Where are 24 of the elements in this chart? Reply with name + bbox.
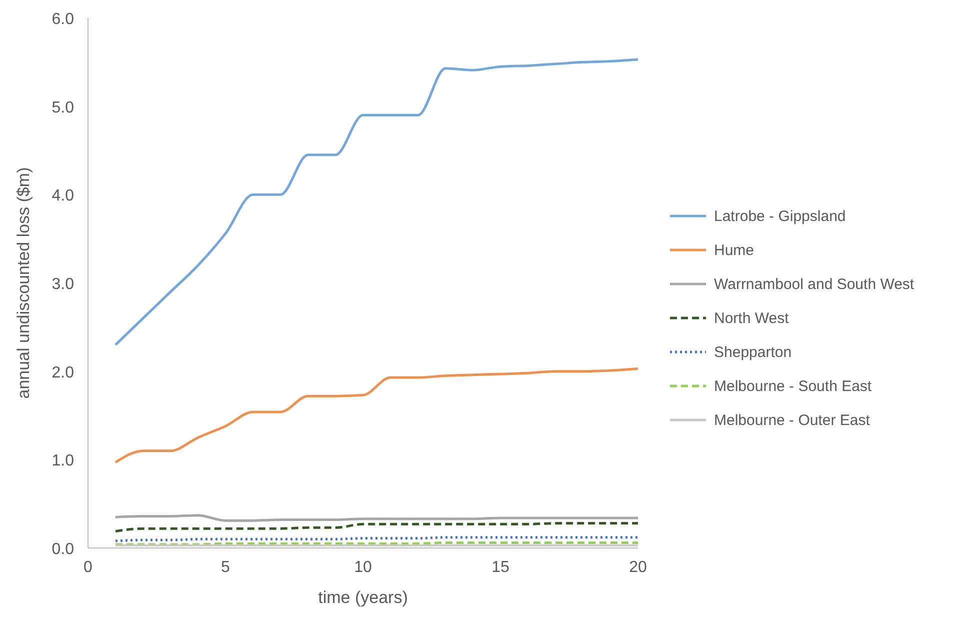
x-tick-label: 15 xyxy=(492,559,510,576)
x-tick-label: 20 xyxy=(629,559,647,576)
legend-label: North West xyxy=(714,310,789,326)
line-series xyxy=(114,367,640,464)
line-series xyxy=(114,522,640,532)
y-tick-label: 0.0 xyxy=(52,541,74,558)
y-tick-label: 4.0 xyxy=(52,188,74,205)
y-tick-label: 5.0 xyxy=(52,99,74,116)
x-tick-label: 5 xyxy=(221,559,230,576)
y-tick-label: 3.0 xyxy=(52,276,74,293)
x-tick-label: 10 xyxy=(354,559,372,576)
x-axis-title: time (years) xyxy=(318,588,408,607)
legend-label: Melbourne - South East xyxy=(714,378,872,394)
legend-label: Warrnambool and South West xyxy=(714,276,914,292)
line-series xyxy=(114,58,640,346)
x-tick-label: 0 xyxy=(84,559,93,576)
legend-label: Shepparton xyxy=(714,344,792,360)
y-tick-label: 6.0 xyxy=(52,11,74,28)
legend-label: Melbourne - Outer East xyxy=(714,412,870,428)
legend-label: Latrobe - Gippsland xyxy=(714,208,846,224)
y-axis-title: annual undiscounted loss ($m) xyxy=(14,167,34,399)
legend-label: Hume xyxy=(714,242,754,258)
y-tick-label: 1.0 xyxy=(52,452,74,470)
y-tick-label: 2.0 xyxy=(52,364,74,382)
